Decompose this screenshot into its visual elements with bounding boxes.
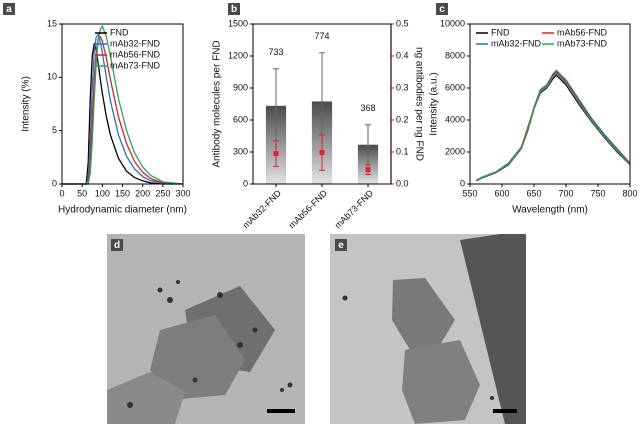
y2-axis-title: ng antibodies per ng FND — [413, 47, 424, 161]
y-tick-label: 2000 — [445, 146, 465, 156]
x-tick-label: 300 — [175, 188, 190, 198]
x-tick-label: 750 — [590, 188, 605, 198]
panel-label: b — [231, 4, 237, 15]
y-tick-label: 0 — [243, 178, 248, 188]
y-tick-label: 6000 — [445, 82, 465, 92]
x-tick-label: 550 — [462, 188, 477, 198]
x-tick-label: 150 — [115, 188, 130, 198]
y2-tick-label: 0.1 — [396, 146, 409, 156]
legend-label: FND — [110, 27, 129, 37]
y-tick-label: 15 — [47, 18, 57, 28]
panel-label-box — [335, 239, 347, 251]
legend-label: mAb56-FND — [557, 27, 608, 37]
x-axis-title: Hydrodynamic diameter (nm) — [58, 205, 187, 216]
x-tick-label: 600 — [494, 188, 509, 198]
value-label: 774 — [314, 31, 329, 41]
y2-tick-label: 0.3 — [396, 82, 409, 92]
micrograph-d — [107, 234, 305, 424]
legend-label: mAb56-FND — [110, 49, 161, 59]
series-line — [62, 43, 183, 185]
x-tick-label: 100 — [95, 188, 110, 198]
y2-tick-label: 0.2 — [396, 114, 409, 124]
series-line — [62, 24, 184, 185]
x-tick-label: 200 — [135, 188, 150, 198]
y-tick-label: 1200 — [228, 50, 248, 60]
panel-label: c — [439, 4, 445, 15]
series-line — [476, 74, 631, 182]
x-tick-label: mAb73-FND — [333, 188, 376, 231]
x-tick-label: 50 — [77, 188, 87, 198]
plot-frame — [469, 23, 631, 185]
y-tick-label: 300 — [233, 146, 248, 156]
y-tick-label: 0 — [460, 178, 465, 188]
y-tick-label: 600 — [233, 114, 248, 124]
micrograph-e — [330, 234, 526, 424]
plot-frame — [61, 23, 184, 185]
series-line — [476, 69, 631, 181]
panel-label: a — [6, 4, 12, 15]
y-axis-title: Intensity (a.u.) — [429, 72, 440, 135]
y2-tick-label: 0.5 — [396, 18, 409, 28]
series-line — [476, 71, 631, 182]
x-tick-label: 800 — [622, 188, 637, 198]
point — [365, 167, 371, 173]
x-tick-label: 250 — [155, 188, 170, 198]
x-tick-label: mAb56-FND — [287, 188, 330, 231]
x-tick-label: 0 — [59, 188, 64, 198]
panel-label: d — [114, 240, 120, 251]
y2-tick-label: 0.4 — [396, 50, 409, 60]
y-tick-label: 8000 — [445, 50, 465, 60]
x-tick-label: mAb32-FND — [241, 188, 284, 231]
plot-frame — [252, 23, 392, 185]
y-tick-label: 4000 — [445, 114, 465, 124]
panel-label-box — [111, 239, 123, 251]
y-axis-title: Intensity (%) — [21, 76, 32, 132]
panel-label-box — [228, 3, 240, 15]
x-tick-label: 700 — [558, 188, 573, 198]
legend-label: mAb32-FND — [491, 38, 542, 48]
y-tick-label: 10 — [47, 72, 57, 82]
legend-label: mAb32-FND — [110, 38, 161, 48]
y-tick-label: 0 — [52, 178, 57, 188]
value-label: 368 — [360, 103, 375, 113]
y-tick-label: 1500 — [228, 18, 248, 28]
legend-label: FND — [491, 27, 510, 37]
x-tick-label: 650 — [526, 188, 541, 198]
point — [273, 151, 279, 157]
panel-label-box — [436, 3, 448, 15]
legend-label: mAb73-FND — [557, 38, 608, 48]
legend-label: mAb73-FND — [110, 60, 161, 70]
y-axis-title: Antibody molecules per FND — [212, 40, 223, 167]
y-tick-label: 900 — [233, 82, 248, 92]
series-line — [62, 33, 184, 185]
y2-tick-label: 0.0 — [396, 178, 409, 188]
x-axis-title: Wavelength (nm) — [512, 205, 588, 216]
series-line — [476, 72, 631, 181]
panel-label: e — [338, 240, 344, 251]
value-label: 733 — [268, 47, 283, 57]
y-tick-label: 10000 — [440, 18, 465, 28]
panel-label-box — [3, 3, 15, 15]
y-tick-label: 5 — [52, 125, 57, 135]
point — [319, 150, 325, 156]
